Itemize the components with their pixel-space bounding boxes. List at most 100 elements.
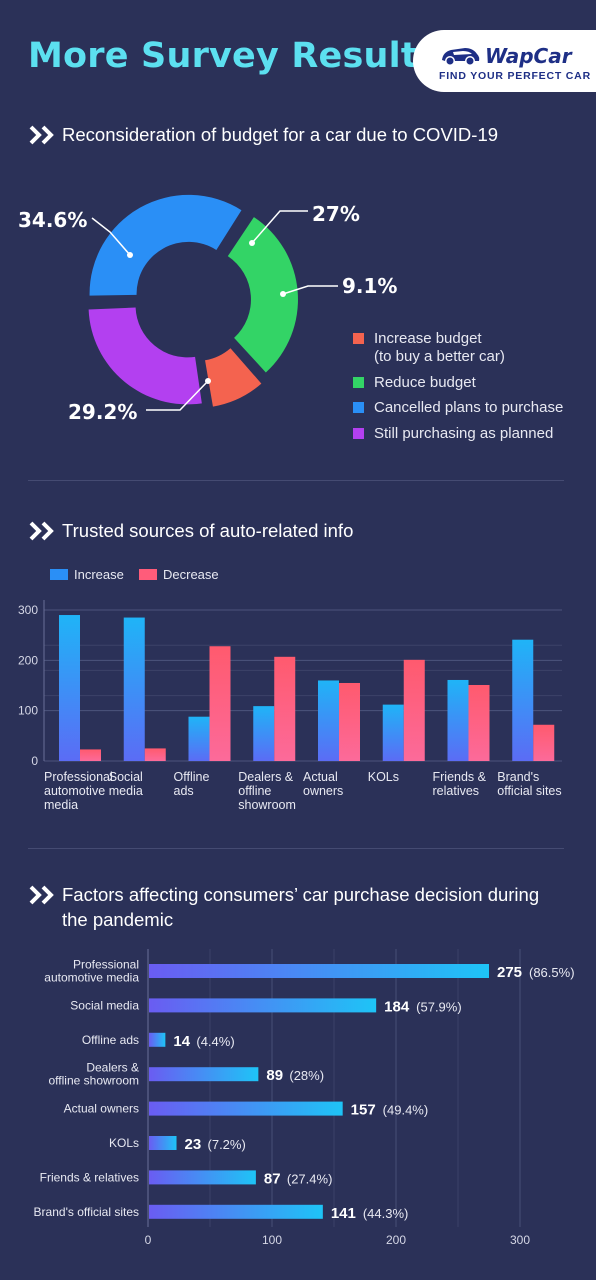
factor-bar [149, 1204, 323, 1219]
bar-increase [59, 615, 80, 761]
sources-bar-chart: Increase Decrease 0 100 200 300 Professionalau… [18, 567, 562, 812]
x-tick-label: 300 [510, 1233, 530, 1247]
legend-label: Increase [74, 567, 124, 582]
category-label: Social media [70, 998, 139, 1012]
x-tick-label: official sites [497, 784, 561, 798]
legend-label: Decrease [163, 567, 219, 582]
category-label: Friends & relatives [40, 1170, 139, 1184]
budget-donut-chart [88, 194, 338, 411]
x-tick-label: Brand's [497, 770, 539, 784]
legend-swatch [353, 428, 364, 439]
factor-bar [149, 998, 377, 1013]
percent-label: (49.4%) [383, 1103, 429, 1118]
factor-bar [149, 1170, 256, 1185]
section-sources-title: Trusted sources of auto-related info [62, 520, 354, 541]
x-tick-label: offline [238, 784, 271, 798]
legend-swatch [353, 333, 364, 344]
factor-bar [149, 1136, 177, 1150]
factor-bar [149, 1032, 166, 1047]
legend-label-line: (to buy a better car) [374, 348, 505, 365]
donut-label-still: 27% [312, 202, 360, 226]
bar-decrease [80, 749, 101, 761]
donut-label-cancelled: 34.6% [18, 208, 88, 232]
value-label: 87 [264, 1170, 281, 1187]
percent-label: (44.3%) [363, 1206, 409, 1221]
y-tick-label: 100 [18, 704, 38, 718]
y-tick-label: 300 [18, 603, 38, 617]
percent-label: (28%) [289, 1068, 324, 1083]
legend-label: Cancelled plans to purchase [374, 399, 563, 417]
title-line: Factors affecting consumers’ car purchas… [62, 884, 540, 905]
value-label: 275 [497, 964, 522, 981]
x-tick-label: Social [109, 770, 143, 784]
leader-line [146, 380, 209, 411]
x-tick-label: Offline [174, 770, 210, 784]
section-sources-header: Trusted sources of auto-related info [28, 518, 353, 543]
bar-decrease [339, 682, 360, 761]
x-tick-label: media [44, 798, 78, 812]
x-tick-label: Actual [303, 770, 338, 784]
legend-swatch [50, 569, 68, 580]
donut-label-reduce: 29.2% [68, 400, 138, 424]
legend-swatch [353, 377, 364, 388]
legend-label: Increase budget (to buy a better car) [374, 330, 505, 366]
legend-swatch [353, 402, 364, 413]
category-label: offline showroom [49, 1074, 140, 1088]
donut-slice [89, 194, 242, 296]
value-label: 157 [351, 1102, 376, 1119]
legend-item: Reduce budget [353, 374, 476, 392]
divider [28, 848, 564, 849]
percent-label: (57.9%) [416, 999, 462, 1014]
double-chevron-icon [29, 521, 54, 541]
legend-label: Reduce budget [374, 374, 476, 392]
x-tick-label: 200 [386, 1233, 406, 1247]
car-icon [442, 48, 480, 65]
x-tick-label: relatives [433, 784, 480, 798]
bar-increase [123, 617, 145, 761]
donut-label-increase: 9.1% [342, 274, 398, 298]
divider [28, 480, 564, 481]
percent-label: (4.4%) [196, 1034, 234, 1049]
x-tick-label: automotive [44, 784, 105, 798]
value-label: 14 [173, 1033, 190, 1050]
category-label: Actual owners [64, 1102, 139, 1116]
bar-decrease [533, 724, 555, 761]
x-tick-label: ads [174, 784, 194, 798]
brand-logo: WapCar FIND YOUR PERFECT CAR [413, 30, 596, 92]
bar-increase [512, 639, 534, 761]
title-line: the pandemic [62, 909, 174, 930]
x-tick-label: 100 [262, 1233, 282, 1247]
legend-item: Cancelled plans to purchase [353, 399, 563, 417]
double-chevron-icon [29, 125, 54, 145]
value-label: 184 [384, 998, 410, 1015]
double-chevron-icon [29, 885, 54, 905]
x-tick-label: Dealers & [238, 770, 294, 784]
bar-increase [447, 679, 469, 761]
percent-label: (7.2%) [208, 1137, 246, 1152]
x-tick-label: owners [303, 784, 343, 798]
legend-item: Still purchasing as planned [353, 425, 553, 443]
section-factors-header: Factors affecting consumers’ car purchas… [28, 882, 539, 932]
y-tick-label: 0 [31, 754, 38, 768]
legend-swatch [139, 569, 157, 580]
x-tick-label: media [109, 784, 143, 798]
bar-decrease [403, 659, 425, 761]
factor-bar [149, 964, 489, 978]
bar-increase [382, 704, 404, 761]
factor-bar [149, 1101, 343, 1116]
bar-decrease [144, 748, 166, 761]
legend-item: Increase budget (to buy a better car) [353, 330, 505, 366]
logo-tagline: FIND YOUR PERFECT CAR [439, 70, 591, 82]
category-label: Dealers & [86, 1061, 139, 1075]
legend-label-line: Still purchasing as planned [374, 425, 554, 442]
bar-increase [188, 716, 210, 761]
x-tick-label: Professional [44, 770, 113, 784]
legend-label-line: Increase budget [374, 330, 482, 347]
x-tick-label: Friends & [433, 770, 487, 784]
category-label: automotive media [44, 971, 139, 985]
value-label: 141 [331, 1205, 356, 1222]
category-label: Professional [73, 958, 139, 972]
value-label: 23 [185, 1136, 202, 1153]
